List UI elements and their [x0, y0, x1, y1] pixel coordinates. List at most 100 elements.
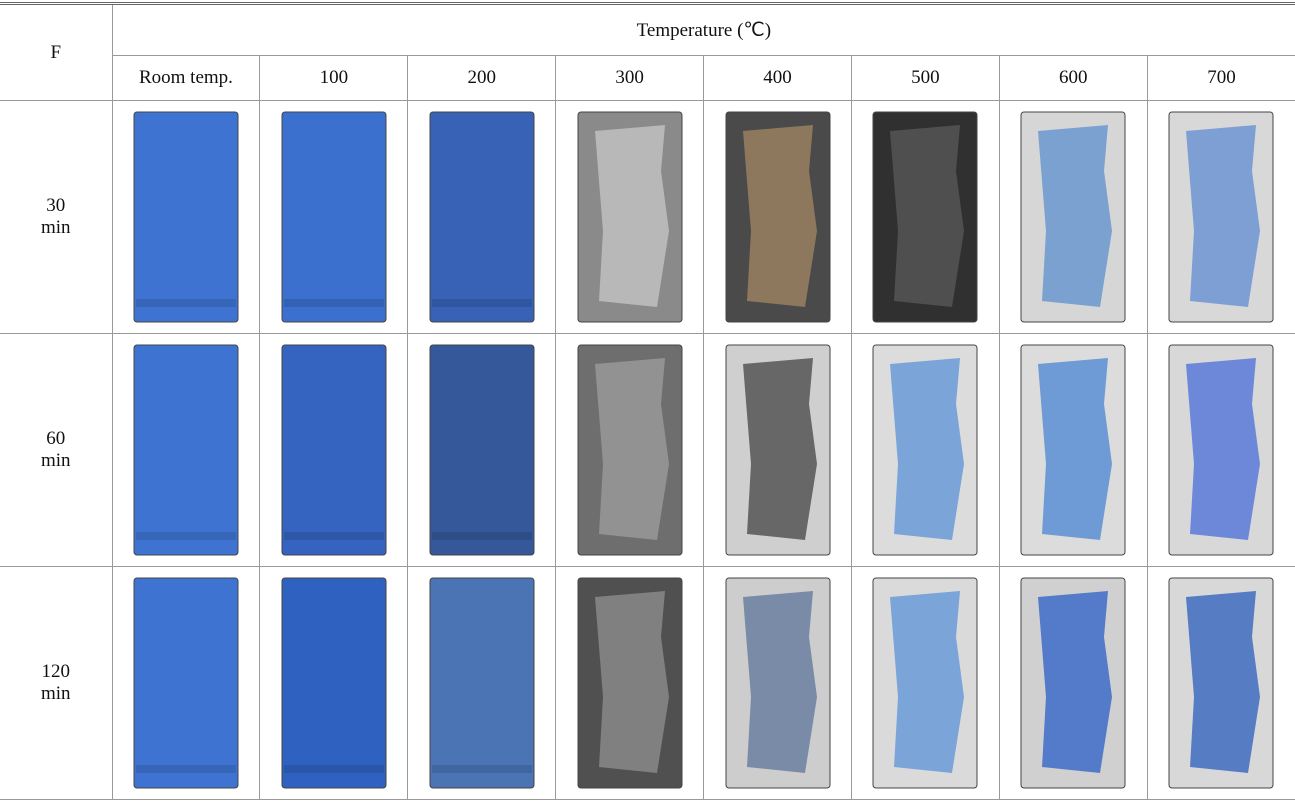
specimen-image	[1168, 111, 1274, 323]
specimen-cell	[1146, 333, 1295, 567]
specimen-coating	[594, 591, 669, 773]
specimen-cell	[259, 100, 409, 334]
specimen-image	[1168, 577, 1274, 789]
specimen-image	[872, 111, 978, 323]
specimen-image	[429, 111, 535, 323]
specimen-edge	[283, 532, 384, 540]
specimen-image	[133, 344, 239, 556]
specimen-cell	[555, 333, 705, 567]
specimen-coating	[742, 125, 817, 307]
specimen-image	[725, 111, 830, 323]
specimen-frame	[281, 111, 387, 323]
column-header: 300	[555, 55, 705, 101]
specimen-cell	[998, 333, 1148, 567]
row-label: 120 min	[0, 566, 113, 800]
specimen-image	[577, 344, 683, 556]
specimen-frame	[281, 344, 387, 556]
specimen-edge	[431, 299, 532, 307]
specimen-cell	[1146, 566, 1295, 800]
column-header-row: Room temp. 100 200 300 400 500 600 700	[0, 55, 1295, 101]
data-row: 30 min	[0, 100, 1295, 334]
specimen-edge	[431, 765, 532, 773]
specimen-coating	[1038, 125, 1113, 307]
specimen-cell	[703, 100, 852, 334]
specimen-frame	[429, 111, 535, 323]
specimen-frame	[133, 344, 239, 556]
specimen-image	[429, 344, 535, 556]
column-header: 700	[1146, 55, 1295, 101]
specimen-cell	[998, 566, 1148, 800]
data-row: 60 min	[0, 333, 1295, 567]
column-header: 100	[259, 55, 409, 101]
specimen-cell	[850, 333, 1000, 567]
specimen-coating	[594, 358, 669, 540]
specimen-cell	[850, 100, 1000, 334]
specimen-cell	[111, 566, 261, 800]
specimen-image	[133, 577, 239, 789]
specimen-image	[577, 577, 683, 789]
specimen-image	[577, 111, 683, 323]
specimen-cell	[407, 333, 557, 567]
specimen-coating	[742, 591, 817, 773]
specimen-cell	[259, 333, 409, 567]
specimen-image	[281, 344, 387, 556]
column-header: 500	[850, 55, 1000, 101]
specimen-coating	[1186, 125, 1261, 307]
specimen-cell	[555, 100, 705, 334]
row-label: 60 min	[0, 333, 113, 567]
specimen-frame	[281, 577, 387, 789]
specimen-frame	[429, 577, 535, 789]
specimen-image	[281, 577, 387, 789]
specimen-coating	[594, 125, 669, 307]
specimen-image	[133, 111, 239, 323]
specimen-coating	[890, 125, 965, 307]
specimen-edge	[431, 532, 532, 540]
specimen-cell	[259, 566, 409, 800]
specimen-coating	[1186, 358, 1261, 540]
specimen-image	[1020, 111, 1126, 323]
group-header: Temperature (℃)	[111, 3, 1295, 56]
column-header: 600	[998, 55, 1148, 101]
specimen-cell	[850, 566, 1000, 800]
corner-cell: F	[0, 3, 113, 101]
specimen-edge	[135, 532, 236, 540]
specimen-image	[725, 577, 830, 789]
specimen-coating	[1038, 591, 1113, 773]
specimen-coating	[1038, 358, 1113, 540]
specimen-cell	[998, 100, 1148, 334]
specimen-edge	[135, 299, 236, 307]
specimen-frame	[133, 577, 239, 789]
specimen-cell	[555, 566, 705, 800]
row-label: 30 min	[0, 100, 113, 334]
specimen-cell	[1146, 100, 1295, 334]
specimen-frame	[429, 344, 535, 556]
specimen-image	[1020, 577, 1126, 789]
column-header: Room temp.	[112, 55, 261, 101]
specimen-edge	[283, 765, 384, 773]
specimen-image	[1168, 344, 1274, 556]
specimen-coating	[1186, 591, 1261, 773]
specimen-frame	[133, 111, 239, 323]
specimen-image	[872, 344, 978, 556]
specimen-image	[429, 577, 535, 789]
specimen-coating	[890, 591, 965, 773]
specimen-edge	[135, 765, 236, 773]
column-header: 400	[703, 55, 852, 101]
specimen-edge	[283, 299, 384, 307]
specimen-image	[1020, 344, 1126, 556]
specimen-cell	[111, 333, 261, 567]
header-row: F Temperature (℃)	[0, 3, 1295, 101]
specimen-cell	[407, 100, 557, 334]
data-row: 120 min	[0, 566, 1295, 800]
specimen-cell	[407, 566, 557, 800]
specimen-cell	[703, 566, 852, 800]
specimen-coating	[742, 358, 817, 540]
specimen-image	[725, 344, 830, 556]
specimen-image	[872, 577, 978, 789]
specimen-cell	[111, 100, 261, 334]
specimen-image	[281, 111, 387, 323]
column-header: 200	[407, 55, 557, 101]
specimen-coating	[890, 358, 965, 540]
